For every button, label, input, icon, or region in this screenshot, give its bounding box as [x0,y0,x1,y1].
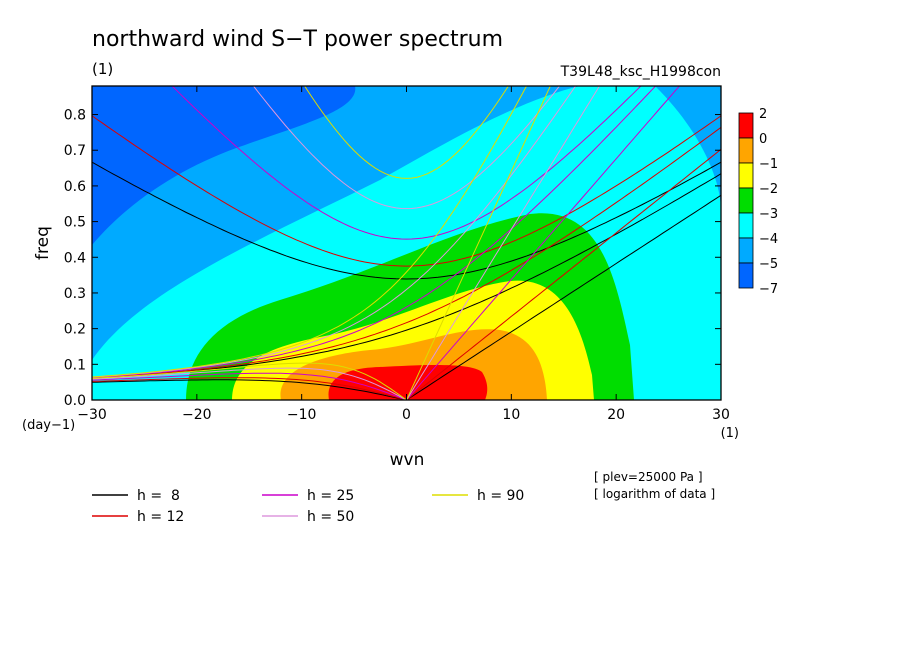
colorbar-swatch [738,137,754,164]
colorbar-label: −4 [759,232,778,247]
run-label: T39L48_ksc_H1998con [560,64,721,80]
x-tick-label: −10 [287,407,317,423]
y-tick-label: 0.6 [64,179,86,195]
dispersion-curve-h8 [92,379,407,400]
dispersion-curve-h12 [92,126,721,379]
y-unit-label: (day−1) [22,418,75,433]
dispersion-curve-h50 [252,86,561,210]
dispersion-curve-h90 [92,362,407,400]
x-tick-label: 30 [712,407,730,423]
dispersion-curve-h50 [92,367,407,400]
colorbar-swatch [738,262,754,289]
colorbar-label: −7 [759,282,778,297]
dispersion-curve-h12 [92,115,721,267]
colorbar-label: −2 [759,182,778,197]
dispersion-curve-h25 [92,86,657,378]
y-tick-label: 0.2 [64,322,86,338]
chart-title: northward wind S−T power spectrum [92,27,503,52]
colorbar-swatch [738,212,754,239]
colorbar-label: 0 [759,132,767,147]
dispersion-curve-h90 [406,86,551,400]
y-tick-label: 0.5 [64,215,86,231]
plot-area [92,86,721,400]
dispersion-curve-h50 [92,86,577,378]
legend-label-h90: h = 90 [477,488,524,504]
colorbar-label: −3 [759,207,778,222]
dispersion-curve-h25 [92,372,407,400]
x-unit-label: (1) [721,426,739,441]
x-tick-label: 10 [502,407,520,423]
dispersion-curve-h8 [92,161,721,280]
legend-label-h12: h = 12 [137,509,184,525]
colorbar-swatch [738,187,754,214]
colorbar: 2 0 −1 −2 −3 −4 −5 −7 [738,107,778,297]
legend-label-h25: h = 25 [307,488,354,504]
colorbar-swatch [738,237,754,264]
colorbar-label: −5 [759,257,778,272]
colorbar-swatch [738,112,754,139]
y-tick-label: 0.3 [64,286,86,302]
annotation-plev: [ plev=25000 Pa ] [594,470,703,484]
y-tick-label: 0.0 [64,393,86,409]
y-axis: 0.0 0.1 0.2 0.3 0.4 0.5 0.6 0.7 0.8 [64,108,721,409]
annotation-log: [ logarithm of data ] [594,487,715,501]
y-tick-label: 0.8 [64,108,86,124]
x-axis: −30 −20 −10 0 10 20 30 [77,86,730,423]
dispersion-curve-h50 [406,86,601,400]
region-minus7-to-minus5 [92,86,356,245]
colorbar-label: 2 [759,107,767,122]
x-axis-label: wvn [390,450,425,470]
legend-label-h8: h = 8 [137,488,180,504]
legend-label-h50: h = 50 [307,509,354,525]
dispersion-curve-h25 [171,86,642,240]
x-tick-label: −30 [77,407,107,423]
dispersion-curve-h90 [92,86,528,378]
legend: h = 8 h = 12 h = 25 h = 50 h = 90 [92,488,524,525]
x-tick-label: 0 [402,407,411,423]
dispersion-lines [92,86,721,400]
dispersion-curve-h12 [406,148,721,400]
x-tick-label: −20 [182,407,212,423]
dispersion-curve-h8 [406,194,721,400]
dispersion-curve-h12 [92,377,407,400]
dispersion-curve-h25 [406,86,681,400]
dispersion-curve-h90 [304,86,509,179]
y-axis-label: freq [33,226,53,260]
y-tick-label: 0.4 [64,250,86,266]
unit-label: (1) [92,60,113,78]
y-tick-label: 0.1 [64,357,86,373]
colorbar-label: −1 [759,157,778,172]
y-tick-label: 0.7 [64,143,86,159]
colorbar-swatch [738,162,754,189]
x-tick-label: 20 [607,407,625,423]
